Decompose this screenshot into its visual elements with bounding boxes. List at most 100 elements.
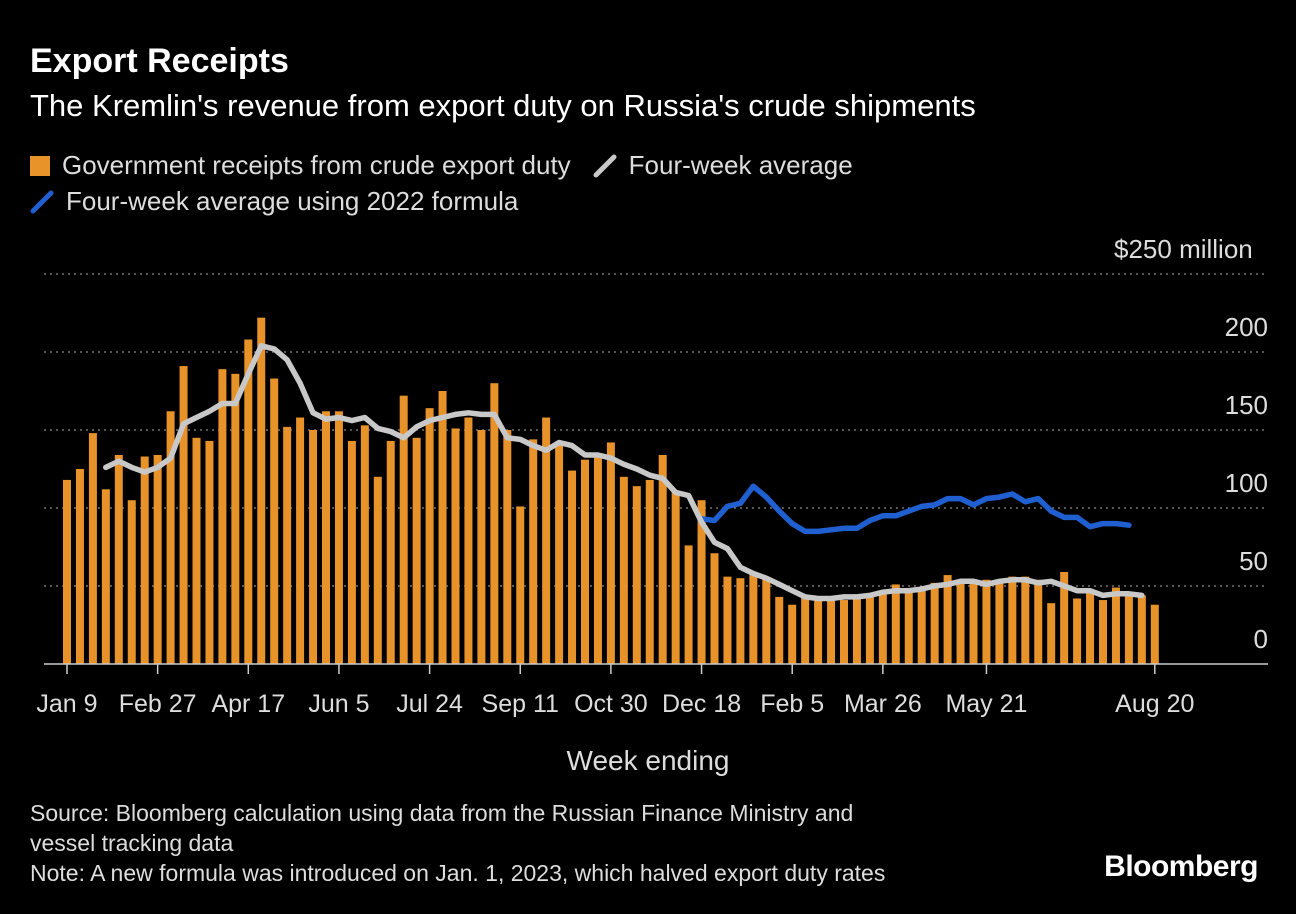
x-axis-title: Week ending <box>567 745 730 776</box>
bar <box>360 425 369 664</box>
bar <box>296 417 305 664</box>
source-line-2: vessel tracking data <box>30 830 234 856</box>
bar <box>581 459 589 664</box>
y-tick-label: 50 <box>1239 546 1268 576</box>
x-tick-label: Feb 5 <box>760 690 824 718</box>
bar <box>153 454 162 664</box>
x-tick-label: Feb 27 <box>119 690 197 718</box>
source-line-1: Source: Bloomberg calculation using data… <box>30 800 854 826</box>
bar <box>943 575 952 664</box>
bar <box>827 598 836 664</box>
bar <box>632 486 641 664</box>
x-tick-label: Dec 18 <box>662 690 741 718</box>
bar <box>568 470 577 664</box>
bar <box>1008 576 1017 664</box>
legend-item-avg: Four-week average <box>593 150 853 181</box>
bar <box>386 440 395 664</box>
x-tick-label: Jun 5 <box>308 690 369 718</box>
y-unit-label: $250 million <box>1114 234 1253 264</box>
bar <box>891 584 900 664</box>
bar <box>1073 598 1082 664</box>
bar <box>606 442 615 664</box>
bar <box>192 437 201 664</box>
bar <box>982 579 991 664</box>
bar <box>710 553 719 664</box>
bar <box>1047 603 1056 664</box>
x-tick-label: May 21 <box>945 690 1027 718</box>
legend-row-2: Four-week average using 2022 formula <box>30 186 540 217</box>
bar <box>114 454 123 664</box>
bar <box>1099 600 1107 664</box>
bar <box>451 428 460 664</box>
bar <box>218 369 227 664</box>
bar <box>1060 571 1069 664</box>
x-tick-label: Sep 11 <box>482 690 559 718</box>
bar <box>736 578 745 664</box>
note-line: Note: A new formula was introduced on Ja… <box>30 860 886 886</box>
bar <box>63 479 71 664</box>
bar <box>762 579 771 664</box>
bar <box>542 417 551 664</box>
bar <box>270 378 279 664</box>
bar <box>1086 592 1095 664</box>
bar <box>814 596 823 664</box>
y-tick-label: 150 <box>1225 390 1268 420</box>
bar <box>658 454 667 664</box>
bar <box>322 411 330 664</box>
y-tick-label: 200 <box>1225 312 1268 342</box>
bar <box>788 604 797 664</box>
avg-line-swatch-icon <box>593 154 617 177</box>
bar <box>503 430 512 664</box>
bloomberg-logo: Bloomberg <box>1104 850 1258 883</box>
bar <box>1034 579 1043 664</box>
chart-subtitle: The Kremlin's revenue from export duty o… <box>30 88 976 123</box>
bar <box>529 439 538 664</box>
bar <box>878 592 887 664</box>
y-tick-label: 100 <box>1225 468 1268 498</box>
bar <box>490 383 499 664</box>
y-tick-label: 0 <box>1254 624 1268 654</box>
bar <box>930 582 939 664</box>
bar <box>593 456 602 664</box>
bar <box>205 440 214 664</box>
bar <box>697 500 706 664</box>
series-line-four-week-average <box>103 343 1145 602</box>
x-tick-label: Oct 30 <box>574 690 648 718</box>
x-tick-label: Apr 17 <box>211 690 285 718</box>
x-tick-label: Mar 26 <box>844 690 922 718</box>
bar <box>75 469 84 664</box>
bar <box>477 430 486 664</box>
bar <box>88 433 97 664</box>
bar <box>619 476 628 664</box>
bar <box>1137 595 1146 664</box>
bar <box>749 575 758 664</box>
bar <box>904 589 913 664</box>
bar <box>412 437 421 664</box>
legend-label-avg: Four-week average <box>628 150 853 180</box>
bar <box>555 442 564 664</box>
bar <box>257 317 266 664</box>
legend-label-bars: Government receipts from crude export du… <box>62 150 571 180</box>
bar <box>127 500 136 664</box>
series-line-avg-2022-formula <box>698 483 1132 535</box>
bar <box>1111 587 1120 664</box>
bar <box>438 391 447 664</box>
bar <box>1124 592 1133 664</box>
bar <box>399 395 408 664</box>
x-tick-label: Jul 24 <box>396 690 463 718</box>
bar <box>956 581 965 664</box>
bar <box>516 506 525 664</box>
bar <box>852 595 861 664</box>
bar <box>969 579 978 664</box>
x-tick-label: Aug 20 <box>1115 690 1194 718</box>
legend-item-bars: Government receipts from crude export du… <box>30 150 571 181</box>
bar <box>645 479 654 664</box>
bar <box>723 576 732 664</box>
bar <box>840 600 848 664</box>
bar <box>373 476 382 664</box>
legend-label-avg2022: Four-week average using 2022 formula <box>66 186 519 216</box>
bar <box>801 596 810 664</box>
bar <box>140 456 149 664</box>
bar <box>101 489 110 664</box>
